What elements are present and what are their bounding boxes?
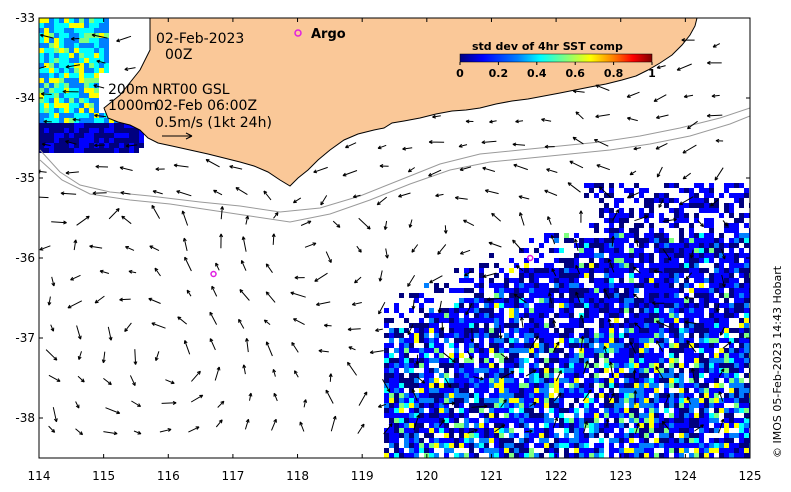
y-tick-label: -36 <box>15 251 35 265</box>
colorbar-tick-label: 0 <box>456 67 464 80</box>
isobath-1000m <box>39 115 750 223</box>
colorbar <box>459 53 653 63</box>
y-tick-label: -37 <box>15 331 35 345</box>
argo-float-marker <box>210 270 217 278</box>
colorbar-tick-label: 0.8 <box>604 67 624 80</box>
colorbar-tick-label: 0.2 <box>489 67 509 80</box>
x-tick-label: 120 <box>415 469 438 483</box>
scale-arrow <box>162 132 193 140</box>
colorbar-tick-label: 0.4 <box>527 67 547 80</box>
colorbar-ticks: 0 0.2 0.4 0.6 0.8 1 <box>456 62 656 80</box>
argo-legend-marker <box>294 29 302 37</box>
y-tick-label: -35 <box>15 171 35 185</box>
x-tick-label: 119 <box>351 469 374 483</box>
sst-stddev-field <box>39 18 750 458</box>
colorbar-tick-label: 0.6 <box>565 67 585 80</box>
argo-floats <box>210 254 534 278</box>
x-tick-label: 116 <box>157 469 180 483</box>
colorbar-title: std dev of 4hr SST comp <box>472 40 623 53</box>
x-tick-label: 118 <box>286 469 309 483</box>
x-tick-label: 121 <box>480 469 503 483</box>
source-time-label: 02-Feb 06:00Z <box>155 98 257 114</box>
hour-label: 00Z <box>165 47 192 63</box>
current-vectors <box>39 33 732 436</box>
date-label: 02-Feb-2023 <box>156 31 244 47</box>
axis-ticks: 114 115 116 117 118 119 120 121 122 123 124 125 -33 -… <box>15 11 761 483</box>
y-tick-label: -38 <box>15 411 35 425</box>
isobath-1000-label: 1000m <box>108 98 157 114</box>
credit-label: © IMOS 05-Feb-2023 14:43 Hobart <box>771 265 784 458</box>
x-tick-label: 122 <box>545 469 568 483</box>
y-tick-label: -34 <box>15 91 35 105</box>
x-tick-label: 114 <box>28 469 51 483</box>
argo-float-marker <box>526 254 534 262</box>
x-tick-label: 123 <box>609 469 632 483</box>
isobath-200m <box>39 107 750 213</box>
x-tick-label: 117 <box>221 469 244 483</box>
x-tick-label: 125 <box>739 469 762 483</box>
source-label: NRT00 GSL <box>152 82 230 98</box>
x-tick-label: 115 <box>92 469 115 483</box>
argo-legend-label: Argo <box>311 27 346 42</box>
y-tick-label: -33 <box>15 11 35 25</box>
colorbar-tick-label: 1 <box>648 67 656 80</box>
plot-frame <box>38 17 751 459</box>
x-tick-label: 124 <box>674 469 697 483</box>
scale-label: 0.5m/s (1kt 24h) <box>155 115 272 131</box>
isobath-200-label: 200m <box>108 82 148 98</box>
